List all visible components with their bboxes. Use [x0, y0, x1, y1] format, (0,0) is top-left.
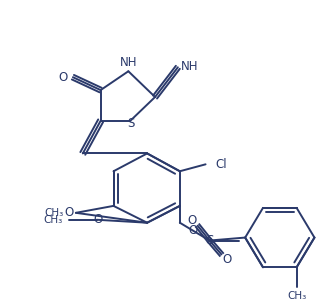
Text: O: O [187, 214, 196, 227]
Text: O: O [223, 253, 232, 266]
Text: NH: NH [120, 56, 137, 69]
Text: CH₃: CH₃ [287, 291, 306, 301]
Text: S: S [128, 117, 135, 130]
Text: NH: NH [181, 60, 199, 73]
Text: O: O [188, 224, 197, 237]
Text: CH₃: CH₃ [44, 215, 63, 225]
Text: O: O [65, 206, 74, 219]
Text: O: O [58, 71, 68, 84]
Text: S: S [206, 234, 213, 247]
Text: O: O [93, 213, 102, 226]
Text: CH₃: CH₃ [45, 208, 64, 218]
Text: Cl: Cl [215, 158, 227, 171]
